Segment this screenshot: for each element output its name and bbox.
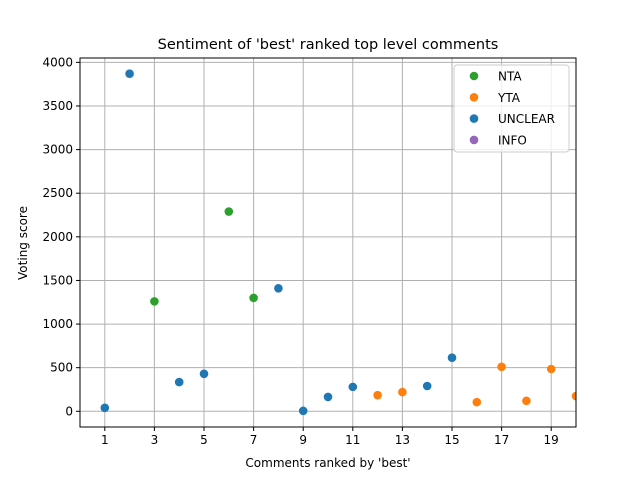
y-axis-label: Voting score	[16, 206, 30, 280]
legend-label-yta: YTA	[497, 91, 521, 105]
plot-frame	[79, 57, 577, 428]
data-point-unclear	[274, 283, 283, 293]
x-tick-label: 11	[345, 433, 360, 447]
x-tick-label: 13	[395, 433, 410, 447]
y-tick-label: 2000	[42, 230, 73, 244]
legend-label-nta: NTA	[498, 70, 522, 84]
y-tick-label: 0	[65, 404, 73, 418]
x-tick-label: 5	[200, 433, 208, 447]
x-tick-label: 1	[101, 433, 109, 447]
data-point-unclear	[199, 369, 209, 379]
x-tick-label: 17	[494, 433, 509, 447]
data-point-yta	[546, 364, 556, 374]
data-point-nta	[249, 293, 258, 303]
data-point-unclear	[323, 392, 333, 402]
x-axis-label: Comments ranked by 'best'	[245, 456, 410, 470]
data-point-unclear	[348, 382, 358, 392]
y-tick-label: 1500	[42, 273, 73, 287]
legend-label-unclear: UNCLEAR	[498, 112, 555, 126]
legend-label-info: INFO	[498, 133, 527, 147]
data-points	[100, 69, 576, 416]
legend-box	[453, 64, 570, 153]
legend-marker-yta	[469, 93, 479, 102]
x-tick-label: 19	[544, 433, 559, 447]
y-axis-ticks: 0 500 1000 1500 2000 2500 3000 3500 4000	[42, 55, 80, 418]
data-point-yta	[522, 396, 531, 406]
x-tick-label: 7	[250, 433, 258, 447]
data-point-unclear	[174, 377, 184, 387]
legend-marker-info	[469, 135, 479, 145]
y-tick-label: 3500	[42, 99, 73, 113]
y-tick-label: 2500	[42, 186, 73, 200]
y-tick-label: 1000	[42, 317, 73, 331]
data-point-unclear	[298, 406, 308, 416]
x-axis-ticks: 1 3 5 7 9 11 13 15 17 19	[101, 427, 559, 447]
data-point-unclear	[125, 69, 134, 79]
y-tick-label: 500	[50, 361, 73, 375]
data-point-yta	[571, 391, 576, 401]
x-tick-label: 15	[444, 433, 459, 447]
legend-marker-nta	[469, 71, 479, 81]
data-point-yta	[373, 390, 382, 400]
x-tick-label: 9	[299, 433, 307, 447]
y-tick-label: 3000	[42, 143, 73, 157]
y-tick-label: 4000	[42, 55, 73, 69]
data-point-unclear	[100, 403, 110, 413]
legend-marker-unclear	[469, 114, 479, 123]
data-point-yta	[398, 387, 407, 397]
x-tick-label: 3	[151, 433, 159, 447]
data-point-unclear	[447, 353, 457, 362]
legend: NTA YTA UNCLEAR INFO	[453, 64, 570, 153]
data-point-yta	[472, 397, 482, 407]
data-point-nta	[224, 207, 234, 216]
data-point-nta	[150, 297, 159, 306]
data-point-yta	[497, 362, 506, 372]
chart-title: Sentiment of 'best' ranked top level com…	[158, 37, 499, 53]
grid-lines	[80, 58, 576, 427]
data-point-unclear	[422, 381, 432, 391]
